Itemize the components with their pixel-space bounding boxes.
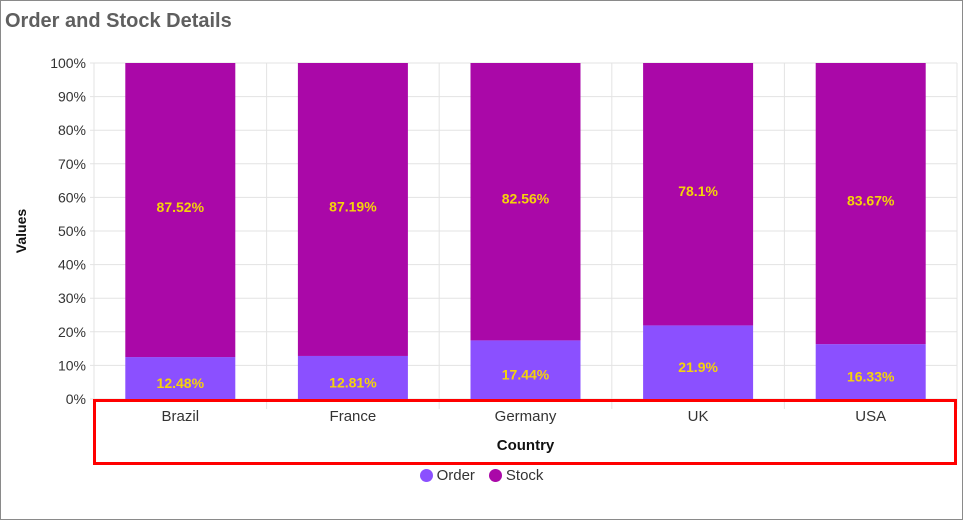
bar-order-uk [643,325,754,399]
data-label: 12.81% [329,374,377,390]
bar-order-germany [470,340,581,399]
legend-label-order: Order [436,467,475,484]
data-label: 87.19% [329,198,377,214]
bar-order-france [297,355,408,399]
y-tick-label: 0% [66,391,86,407]
y-tick-label: 90% [58,89,86,105]
bar-order-usa [815,344,926,399]
legend-marker-order [419,469,433,482]
legend-label-stock: Stock [505,467,544,484]
y-axis-title: Values [13,209,29,254]
y-tick-label: 70% [58,156,86,172]
legend-item-stock[interactable]: Stock [488,467,544,484]
bar-order-brazil [125,357,236,399]
y-tick-label: 60% [58,189,86,205]
data-label: 83.67% [847,193,895,209]
legend: Order Stock [0,467,963,484]
y-tick-label: 30% [58,290,86,306]
y-tick-label: 80% [58,122,86,138]
x-axis-title: Country [497,437,555,454]
legend-marker-stock [488,469,502,482]
y-tick-label: 50% [58,223,86,239]
bar-stock-france [297,63,408,356]
bar-stock-usa [815,63,926,345]
data-label: 87.52% [157,199,205,215]
x-tick-label: Brazil [162,408,200,425]
legend-item-order[interactable]: Order [419,467,475,484]
data-label: 21.9% [678,359,718,375]
x-tick-label: USA [855,408,886,425]
x-tick-label: France [330,408,377,425]
bar-stock-uk [643,63,754,326]
x-tick-label: UK [688,408,709,425]
data-label: 16.33% [847,369,895,385]
data-label: 17.44% [502,367,550,383]
y-tick-label: 40% [58,257,86,273]
x-axis-highlight-box [93,399,957,465]
y-tick-label: 10% [58,357,86,373]
y-tick-label: 100% [50,55,86,71]
data-label: 78.1% [678,183,718,199]
data-label: 82.56% [502,191,550,207]
chart-title: Order and Stock Details [5,10,232,32]
data-label: 12.48% [157,375,205,391]
bar-stock-germany [470,63,581,341]
bar-stock-brazil [125,63,236,358]
x-tick-label: Germany [495,408,557,425]
y-tick-label: 20% [58,324,86,340]
